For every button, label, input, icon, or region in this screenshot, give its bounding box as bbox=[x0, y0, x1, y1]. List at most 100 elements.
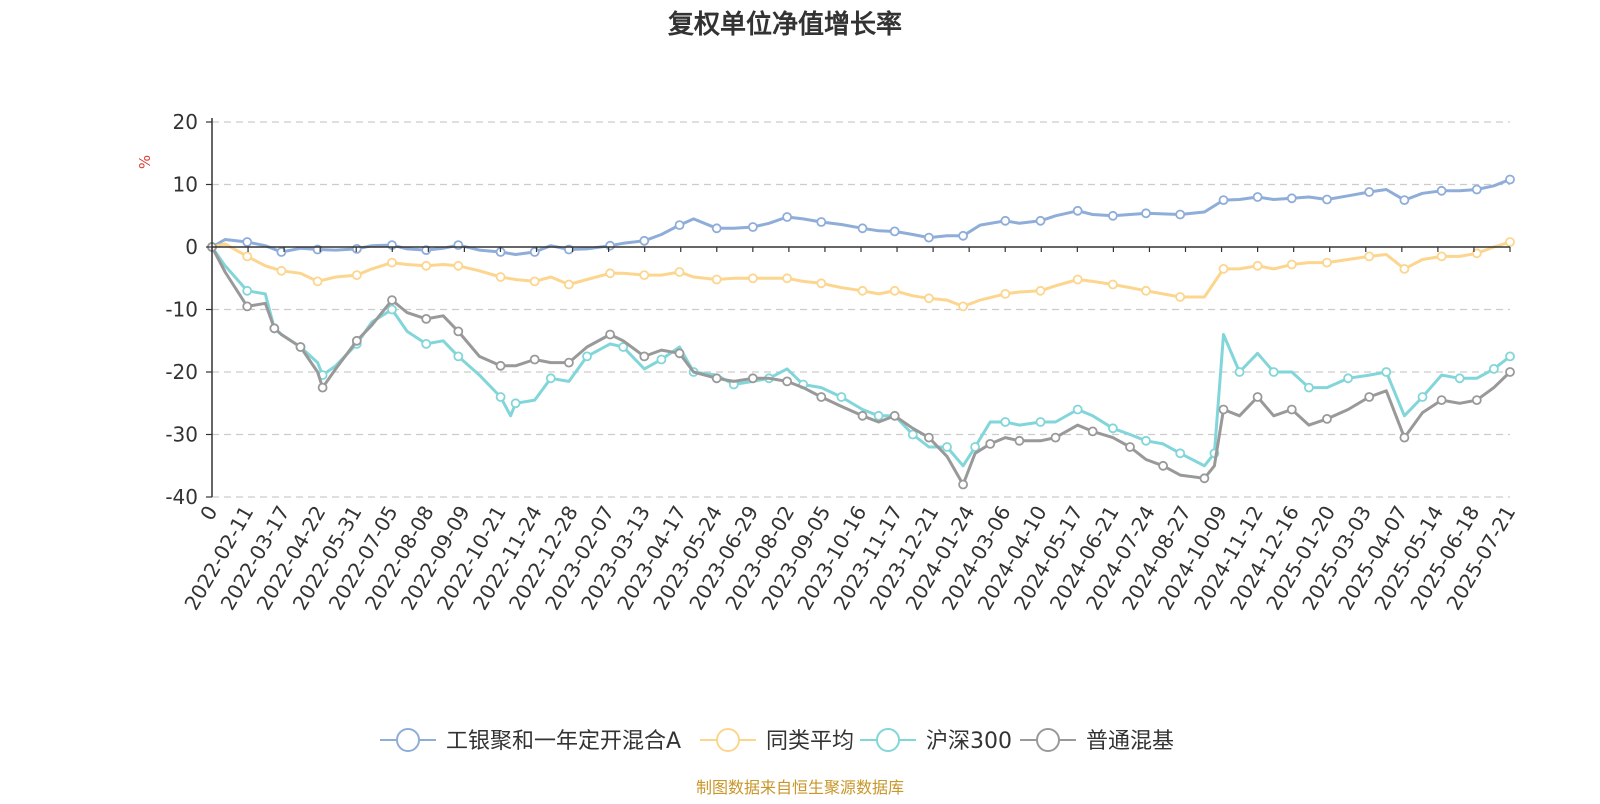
data-point bbox=[351, 335, 362, 346]
y-tick-label: -30 bbox=[165, 423, 198, 447]
series-line bbox=[211, 178, 1511, 256]
legend-marker-icon bbox=[876, 728, 900, 752]
data-point bbox=[1035, 285, 1046, 296]
data-point bbox=[1322, 194, 1332, 205]
data-point bbox=[242, 301, 253, 312]
data-point bbox=[674, 267, 685, 277]
data-point bbox=[1158, 460, 1168, 471]
data-point bbox=[582, 351, 592, 362]
data-point bbox=[1364, 392, 1375, 402]
data-point bbox=[529, 247, 540, 257]
data-point bbox=[1218, 263, 1229, 274]
data-point bbox=[495, 392, 506, 402]
data-point bbox=[1436, 185, 1447, 196]
legend[interactable]: 工银聚和一年定开混合A 同类平均 沪深300 普通混基 bbox=[380, 728, 1174, 754]
data-point bbox=[1399, 195, 1410, 206]
data-point bbox=[639, 351, 650, 362]
data-point bbox=[1252, 192, 1263, 202]
data-point bbox=[1252, 392, 1263, 402]
data-point bbox=[907, 429, 918, 440]
data-point bbox=[312, 276, 323, 287]
data-point bbox=[1050, 432, 1061, 443]
data-point bbox=[639, 270, 650, 281]
data-point bbox=[1304, 382, 1314, 393]
data-point bbox=[1364, 187, 1375, 197]
data-point bbox=[1218, 195, 1229, 206]
data-point bbox=[351, 270, 362, 281]
data-point bbox=[1175, 209, 1186, 220]
data-point bbox=[1014, 435, 1025, 446]
data-point bbox=[1141, 435, 1151, 446]
data-point bbox=[857, 410, 868, 421]
data-point bbox=[1364, 251, 1375, 262]
series-2 bbox=[207, 242, 1515, 468]
data-point bbox=[269, 323, 280, 334]
data-point bbox=[857, 223, 868, 234]
data-point bbox=[421, 260, 432, 271]
data-point bbox=[1471, 395, 1482, 406]
legend-label: 同类平均 bbox=[766, 729, 854, 754]
data-point bbox=[711, 223, 722, 234]
data-point bbox=[1505, 367, 1515, 377]
data-point bbox=[639, 235, 650, 246]
data-point bbox=[276, 265, 287, 276]
series-3 bbox=[207, 242, 1515, 490]
axes: -40-30-20-100102002022-02-112022-03-1720… bbox=[165, 110, 1520, 614]
x-tick-label: 0 bbox=[195, 502, 222, 525]
legend-label: 沪深300 bbox=[926, 729, 1012, 754]
data-point bbox=[564, 279, 574, 290]
data-point bbox=[1489, 363, 1499, 374]
data-point bbox=[958, 301, 968, 312]
data-point bbox=[924, 432, 934, 443]
data-point bbox=[782, 376, 792, 387]
data-point bbox=[970, 442, 980, 452]
data-point bbox=[529, 276, 540, 287]
data-point bbox=[1035, 215, 1046, 226]
data-point bbox=[1141, 208, 1151, 219]
data-point bbox=[453, 351, 464, 362]
legend-item-1[interactable]: 同类平均 bbox=[700, 728, 854, 754]
data-point bbox=[1381, 367, 1392, 377]
data-point bbox=[1268, 367, 1279, 377]
data-point bbox=[958, 479, 968, 490]
data-point bbox=[387, 295, 397, 306]
legend-item-2[interactable]: 沪深300 bbox=[860, 728, 1012, 754]
data-point bbox=[1035, 417, 1046, 427]
legend-item-0[interactable]: 工银聚和一年定开混合A bbox=[380, 728, 681, 754]
data-point bbox=[1471, 184, 1482, 195]
data-point bbox=[836, 392, 847, 402]
data-point bbox=[1399, 263, 1410, 274]
data-point bbox=[1072, 274, 1083, 285]
data-point bbox=[1322, 257, 1332, 268]
data-point bbox=[1505, 351, 1515, 362]
data-point bbox=[924, 232, 934, 243]
data-point bbox=[1072, 205, 1083, 216]
data-point bbox=[816, 392, 827, 402]
data-point bbox=[1252, 260, 1263, 271]
data-point bbox=[985, 438, 996, 449]
data-point bbox=[545, 373, 556, 384]
data-point bbox=[529, 354, 540, 365]
data-point bbox=[674, 220, 685, 231]
data-point bbox=[1087, 426, 1098, 437]
data-point bbox=[1322, 413, 1332, 424]
y-tick-label: -40 bbox=[165, 485, 198, 509]
data-point bbox=[924, 293, 934, 304]
data-point bbox=[748, 222, 758, 232]
legend-item-3[interactable]: 普通混基 bbox=[1020, 728, 1174, 754]
data-point bbox=[1199, 473, 1210, 484]
data-point bbox=[1454, 373, 1465, 384]
data-point bbox=[857, 285, 868, 296]
legend-marker-icon bbox=[716, 728, 740, 752]
data-point bbox=[295, 342, 306, 352]
data-point bbox=[495, 272, 506, 282]
chart-title: 复权单位净值增长率 bbox=[668, 9, 902, 40]
data-point bbox=[1505, 237, 1515, 247]
data-point bbox=[242, 285, 253, 296]
data-point bbox=[1505, 174, 1515, 185]
data-point bbox=[564, 357, 574, 368]
data-point bbox=[1175, 292, 1186, 302]
data-point bbox=[242, 237, 253, 247]
